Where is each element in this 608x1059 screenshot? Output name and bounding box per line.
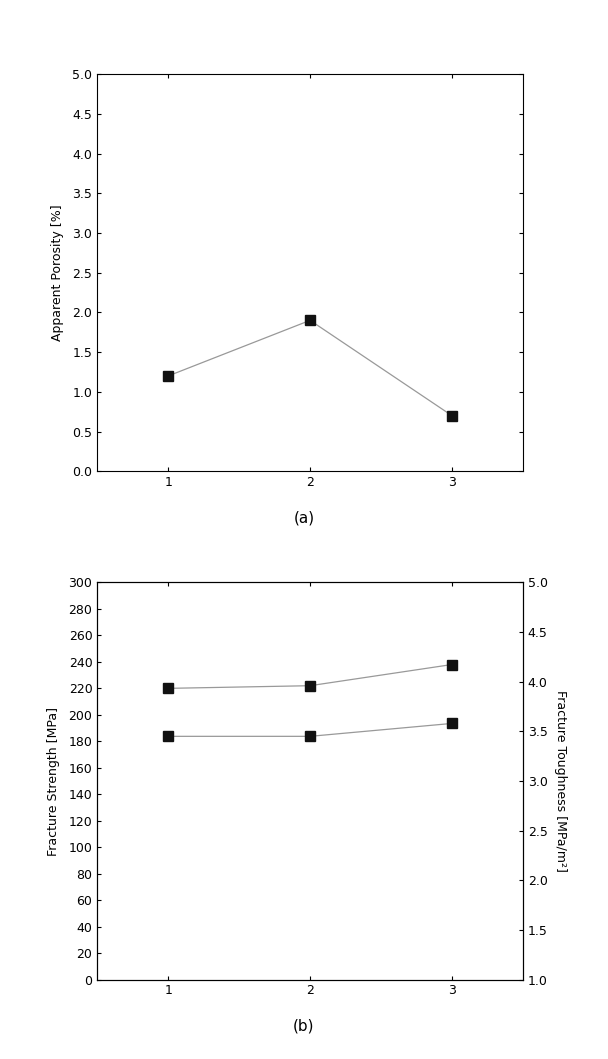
Y-axis label: Fracture Toughness [MPa/m²]: Fracture Toughness [MPa/m²] <box>554 690 567 872</box>
Text: (b): (b) <box>293 1019 315 1034</box>
Y-axis label: Apparent Porosity [%]: Apparent Porosity [%] <box>51 204 64 341</box>
Y-axis label: Fracture Strength [MPa]: Fracture Strength [MPa] <box>47 706 60 856</box>
Text: (a): (a) <box>294 510 314 525</box>
